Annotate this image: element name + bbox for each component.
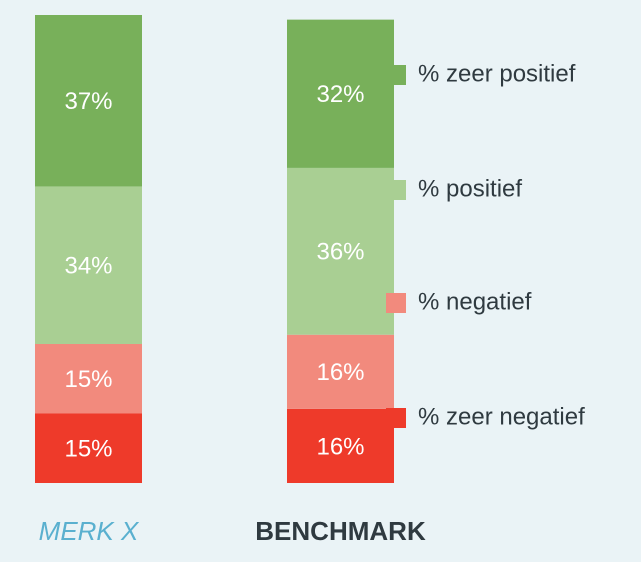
legend-swatch	[386, 408, 406, 428]
legend-label: % negatief	[418, 288, 532, 315]
bar-segment	[35, 413, 142, 483]
bar-segment	[287, 167, 394, 335]
category-label: BENCHMARK	[255, 516, 426, 546]
legend-swatch	[386, 293, 406, 313]
data-label: 16%	[316, 433, 364, 460]
legend-swatch	[386, 180, 406, 200]
data-label: 16%	[316, 359, 364, 386]
data-label: 15%	[64, 366, 112, 393]
bar-segment	[287, 334, 394, 409]
bar-segment	[287, 19, 394, 168]
data-label: 34%	[64, 253, 112, 280]
data-label: 36%	[316, 239, 364, 266]
data-label: 37%	[64, 88, 112, 115]
bar-segment	[35, 343, 142, 414]
legend-label: % positief	[418, 175, 522, 202]
legend-swatch	[386, 65, 406, 85]
bar-segment	[35, 186, 142, 344]
bar-segment	[287, 408, 394, 483]
legend-label: % zeer negatief	[418, 403, 585, 430]
data-label: 32%	[316, 81, 364, 108]
category-label: MERK X	[39, 516, 140, 546]
data-label: 15%	[64, 436, 112, 463]
legend-label: % zeer positief	[418, 60, 576, 87]
bar-segment	[35, 15, 142, 187]
